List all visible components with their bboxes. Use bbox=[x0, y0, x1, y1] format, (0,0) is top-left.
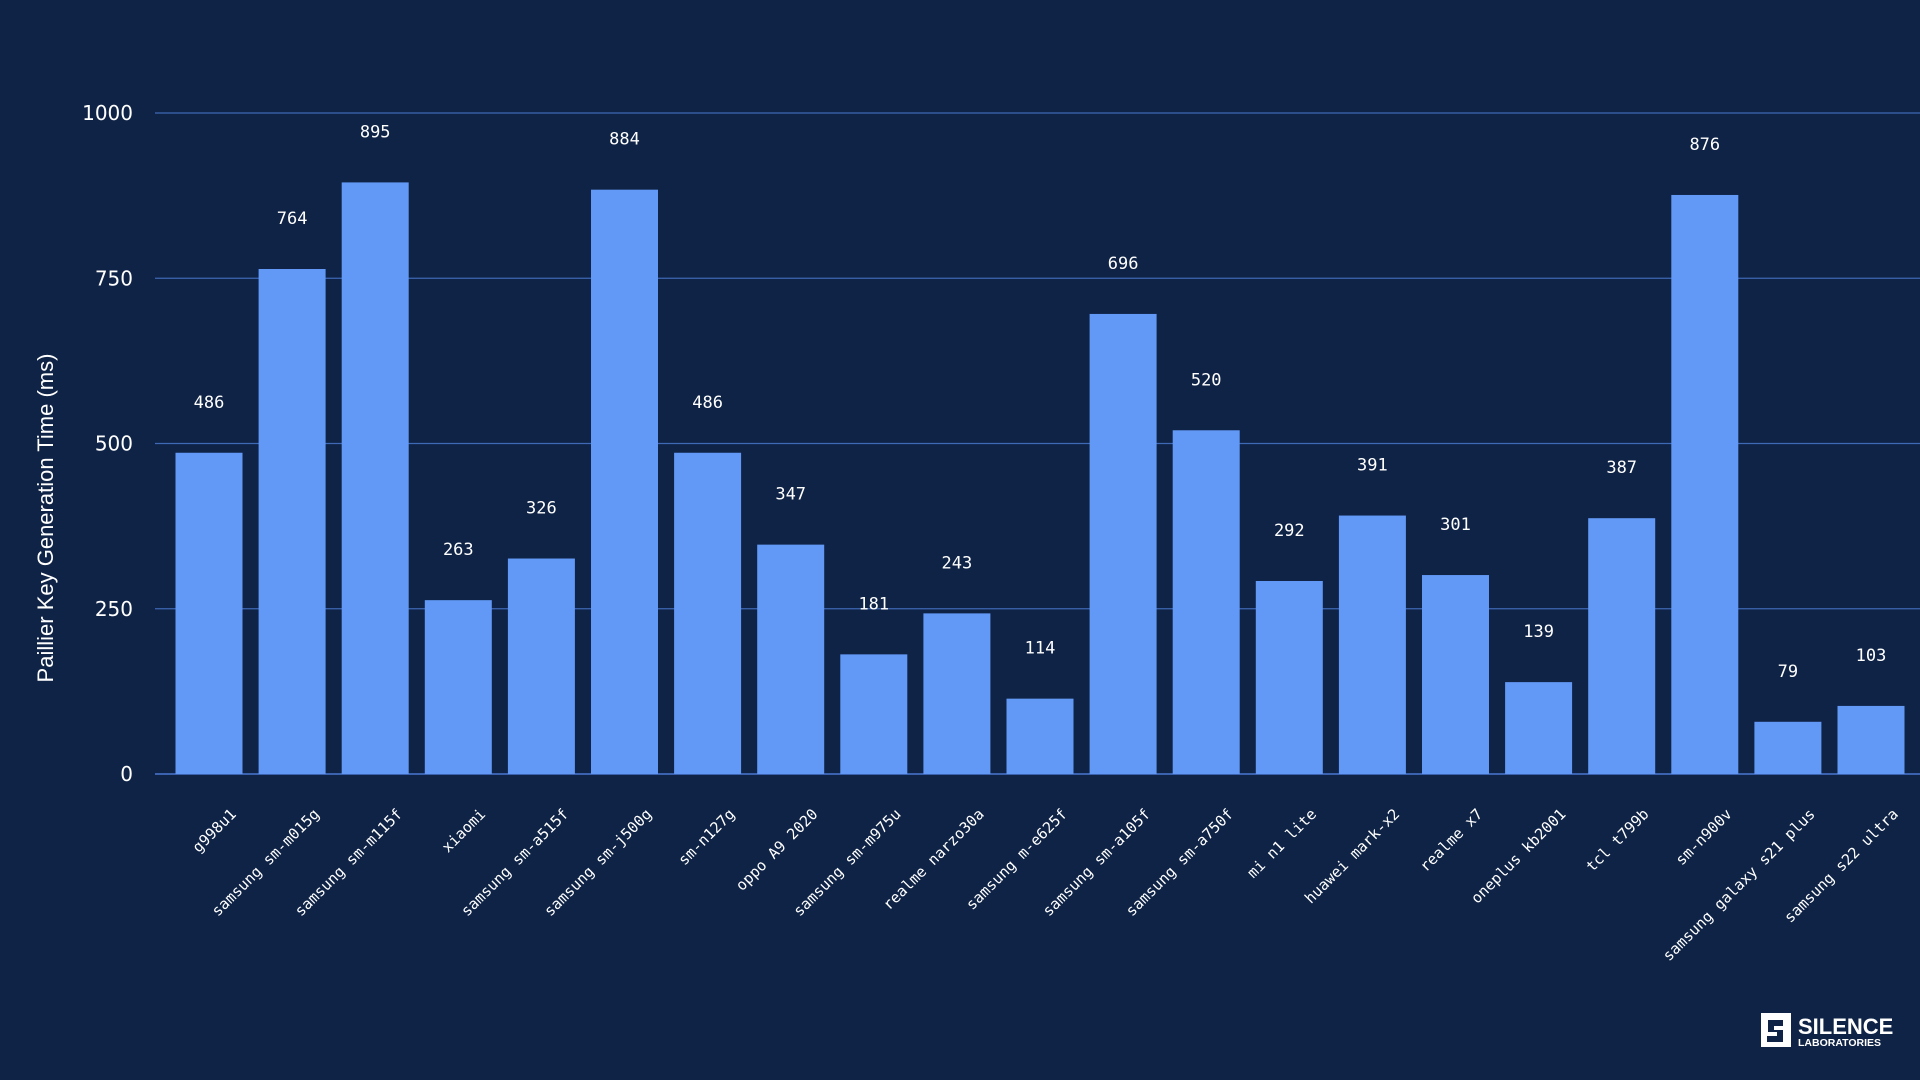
data-label: 764 bbox=[277, 209, 308, 229]
x-tick-label: samsung galaxy s21 plus bbox=[1659, 805, 1819, 965]
gridlines bbox=[155, 112, 1920, 775]
bar bbox=[341, 182, 409, 774]
data-label: 263 bbox=[443, 540, 474, 560]
data-label: 301 bbox=[1440, 515, 1471, 535]
x-tick-label: sm-n900v bbox=[1672, 805, 1736, 869]
silence-laboratories-logo: SILENCE LABORATORIES bbox=[1761, 1013, 1893, 1049]
bar bbox=[424, 600, 492, 774]
bar bbox=[1837, 705, 1905, 774]
data-label: 884 bbox=[609, 130, 640, 150]
bar bbox=[1588, 518, 1656, 774]
data-label: 114 bbox=[1025, 639, 1056, 659]
bar bbox=[507, 558, 575, 774]
data-label: 696 bbox=[1108, 254, 1139, 274]
data-label: 181 bbox=[858, 594, 889, 614]
y-axis-ticks: 0 250 500 750 1000 bbox=[82, 101, 133, 786]
y-axis-title: Paillier Key Generation Time (ms) bbox=[33, 354, 58, 683]
data-label: 876 bbox=[1689, 135, 1720, 155]
y-tick-label: 500 bbox=[95, 432, 133, 456]
bar bbox=[757, 544, 825, 774]
bar bbox=[840, 654, 908, 774]
data-label: 79 bbox=[1778, 662, 1798, 682]
bar bbox=[1172, 430, 1240, 774]
bar bbox=[1754, 721, 1822, 774]
data-label: 139 bbox=[1523, 622, 1554, 642]
data-label: 486 bbox=[692, 393, 723, 413]
data-label: 520 bbox=[1191, 370, 1222, 390]
data-labels: 486 764 895 263 326 884 486 347 181 243 114 696 520 2… bbox=[194, 122, 1887, 681]
bar bbox=[1006, 698, 1074, 774]
x-tick-label: tcl t799b bbox=[1582, 805, 1652, 875]
bar bbox=[1671, 194, 1739, 775]
logo-name: SILENCE bbox=[1798, 1014, 1893, 1039]
data-label: 486 bbox=[194, 393, 225, 413]
y-tick-label: 0 bbox=[120, 762, 133, 786]
bar bbox=[258, 268, 326, 774]
silence-laboratories-logo-icon bbox=[1761, 1013, 1791, 1047]
x-tick-label: xiaomi bbox=[438, 805, 489, 856]
data-label: 391 bbox=[1357, 456, 1388, 476]
bar bbox=[591, 189, 658, 774]
data-label: 387 bbox=[1606, 458, 1637, 478]
data-label: 347 bbox=[775, 485, 806, 505]
bar bbox=[1338, 515, 1406, 774]
bar bbox=[175, 452, 243, 774]
logo-subtitle: LABORATORIES bbox=[1798, 1037, 1881, 1049]
y-tick-label: 750 bbox=[95, 266, 133, 290]
bar bbox=[1505, 682, 1573, 774]
x-tick-label: oppo A9 2020 bbox=[732, 805, 821, 894]
data-label: 326 bbox=[526, 499, 557, 519]
y-tick-label: 1000 bbox=[82, 101, 133, 125]
bars bbox=[175, 182, 1905, 775]
bar bbox=[1089, 313, 1157, 774]
bar bbox=[1422, 575, 1489, 774]
bar bbox=[1255, 580, 1323, 774]
y-tick-label: 250 bbox=[95, 597, 133, 621]
x-tick-label: g998u1 bbox=[189, 805, 240, 856]
data-label: 895 bbox=[360, 122, 391, 142]
x-tick-label: mi n1 lite bbox=[1244, 805, 1321, 882]
data-label: 292 bbox=[1274, 521, 1305, 541]
bar bbox=[674, 452, 742, 774]
x-tick-label: realme x7 bbox=[1416, 805, 1486, 875]
x-tick-label: sm-n127g bbox=[675, 805, 739, 869]
data-label: 103 bbox=[1856, 646, 1887, 666]
data-label: 243 bbox=[942, 553, 973, 573]
bar bbox=[923, 613, 991, 774]
